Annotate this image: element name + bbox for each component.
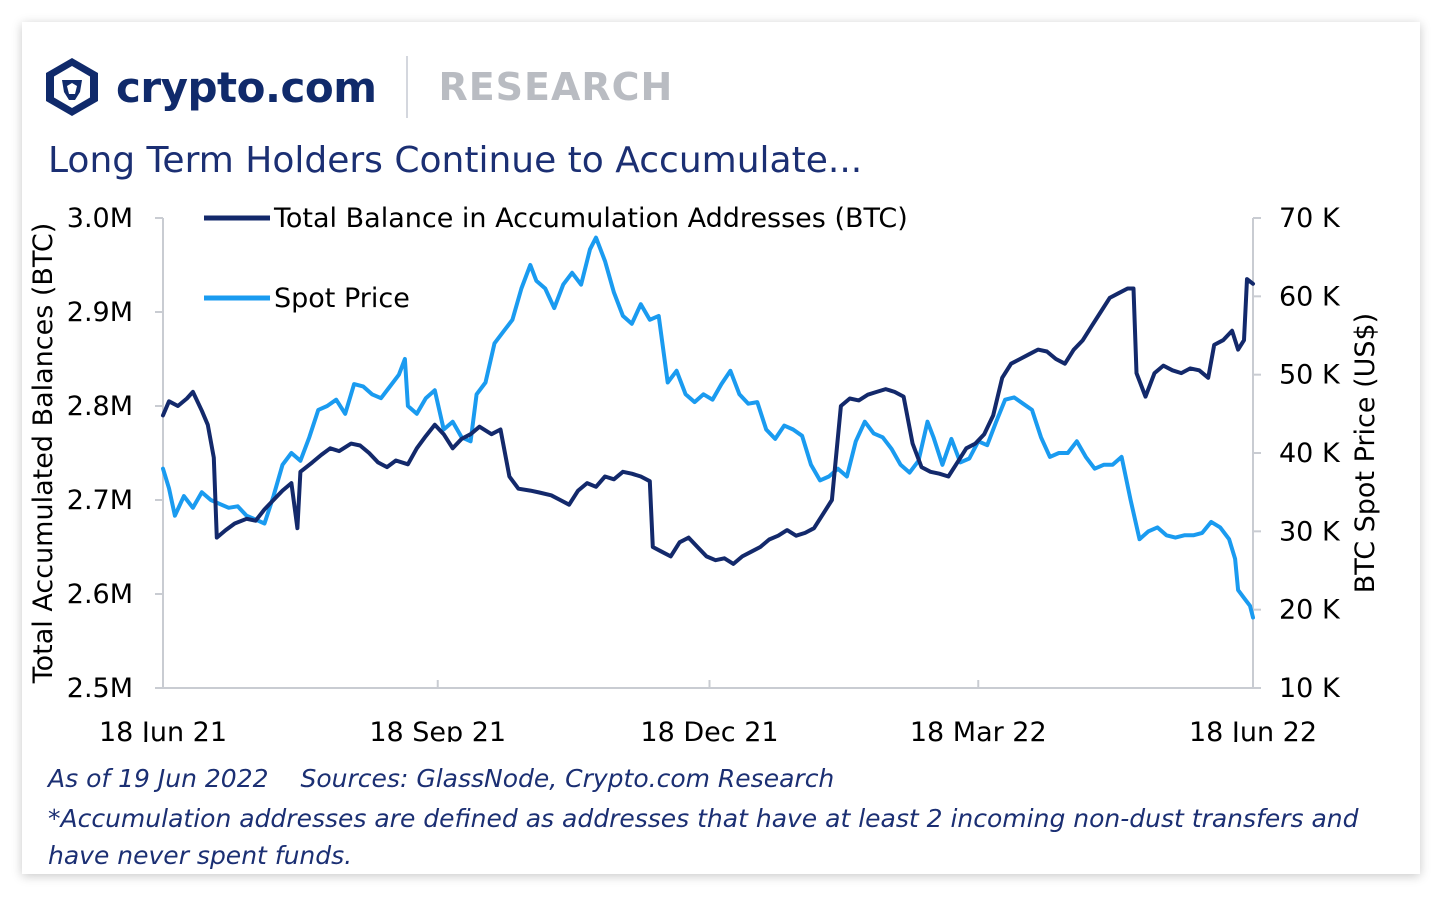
y-left-tick-label: 2.5M	[67, 673, 133, 704]
y-right-tick-label: 20 K	[1279, 595, 1341, 626]
legend-label-balance: Total Balance in Accumulation Addresses …	[273, 203, 908, 234]
y-right-tick-label: 70 K	[1279, 203, 1341, 234]
y-right-tick-label: 50 K	[1279, 360, 1341, 391]
definition-note: *Accumulation addresses are defined as a…	[48, 804, 1359, 870]
chart-axes: 3.0M 2.9M 2.8M 2.7M 2.6M 2.5M 70 K 60 K 50 K 40 K…	[28, 203, 1381, 742]
y-left-tick-label: 3.0M	[67, 203, 133, 234]
header-divider	[406, 56, 409, 118]
y-right-tick-label: 40 K	[1279, 438, 1341, 469]
x-tick-label: 18 Jun 22	[1189, 717, 1317, 742]
x-tick-label: 18 Jun 21	[99, 717, 227, 742]
y-axis-right-title: BTC Spot Price (US$)	[1350, 313, 1381, 593]
y-right-tick-label: 60 K	[1279, 281, 1341, 312]
balance-series-line	[161, 277, 1255, 566]
chart-legend: Total Balance in Accumulation Addresses …	[204, 203, 908, 314]
x-tick-label: 18 Sep 21	[369, 717, 506, 742]
sources-text: Sources: GlassNode, Crypto.com Research	[300, 764, 835, 793]
footnote-sources-row: As of 19 Jun 2022 Sources: GlassNode, Cry…	[48, 764, 834, 793]
y-right-tick-label: 30 K	[1279, 516, 1341, 547]
chart-card: crypto.com RESEARCH Long Term Holders Co…	[22, 22, 1420, 874]
chart-series	[161, 235, 1255, 620]
y-right-tick-label: 10 K	[1279, 673, 1341, 704]
y-left-tick-label: 2.6M	[67, 579, 133, 610]
x-tick-label: 18 Dec 21	[640, 717, 778, 742]
spot-price-series-line	[161, 235, 1255, 620]
line-chart: 3.0M 2.9M 2.8M 2.7M 2.6M 2.5M 70 K 60 K 50 K 40 K…	[28, 203, 1381, 742]
section-label: RESEARCH	[438, 65, 674, 109]
crypto-com-lion-hexagon-icon	[46, 58, 98, 116]
as-of-date: As of 19 Jun 2022	[48, 764, 269, 793]
legend-label-spot-price: Spot Price	[274, 283, 410, 314]
y-left-tick-label: 2.7M	[67, 485, 133, 516]
x-tick-label: 18 Mar 22	[910, 717, 1047, 742]
y-left-tick-label: 2.8M	[67, 391, 133, 422]
y-left-tick-label: 2.9M	[67, 297, 133, 328]
report-header: crypto.com RESEARCH	[44, 52, 673, 122]
brand-name: crypto.com	[116, 62, 377, 112]
y-axis-left-title: Total Accumulated Balances (BTC)	[28, 223, 59, 685]
chart-title: Long Term Holders Continue to Accumulate…	[48, 140, 863, 181]
